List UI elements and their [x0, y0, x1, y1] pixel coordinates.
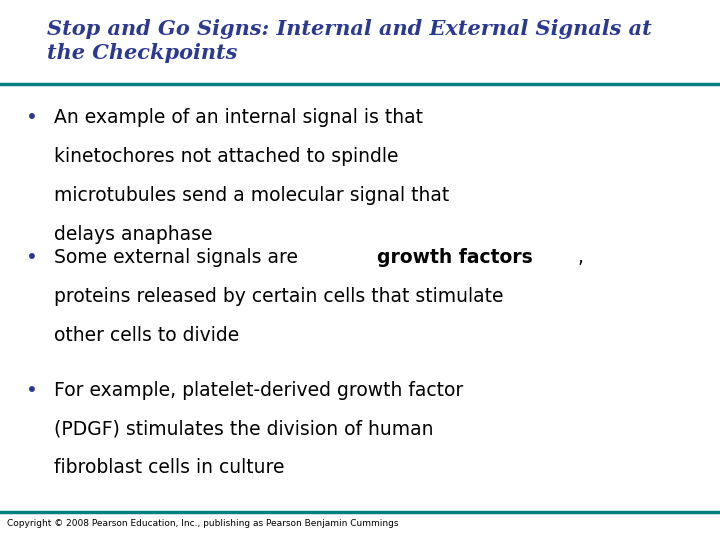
Text: other cells to divide: other cells to divide: [54, 326, 239, 345]
Text: fibroblast cells in culture: fibroblast cells in culture: [54, 458, 284, 477]
Text: (PDGF) stimulates the division of human: (PDGF) stimulates the division of human: [54, 420, 433, 438]
Text: For example, platelet-derived growth factor: For example, platelet-derived growth fac…: [54, 381, 463, 400]
Text: delays anaphase: delays anaphase: [54, 225, 212, 244]
Text: •: •: [27, 108, 38, 127]
Text: •: •: [27, 248, 38, 267]
Text: microtubules send a molecular signal that: microtubules send a molecular signal tha…: [54, 186, 449, 205]
Text: proteins released by certain cells that stimulate: proteins released by certain cells that …: [54, 287, 503, 306]
Text: ,: ,: [577, 248, 583, 267]
Text: growth factors: growth factors: [377, 248, 532, 267]
Text: Some external signals are: Some external signals are: [54, 248, 304, 267]
Text: kinetochores not attached to spindle: kinetochores not attached to spindle: [54, 147, 398, 166]
Text: An example of an internal signal is that: An example of an internal signal is that: [54, 108, 423, 127]
Text: Stop and Go Signs: Internal and External Signals at
the Checkpoints: Stop and Go Signs: Internal and External…: [47, 19, 652, 63]
Text: •: •: [27, 381, 38, 400]
Text: Copyright © 2008 Pearson Education, Inc., publishing as Pearson Benjamin Cumming: Copyright © 2008 Pearson Education, Inc.…: [7, 519, 399, 528]
